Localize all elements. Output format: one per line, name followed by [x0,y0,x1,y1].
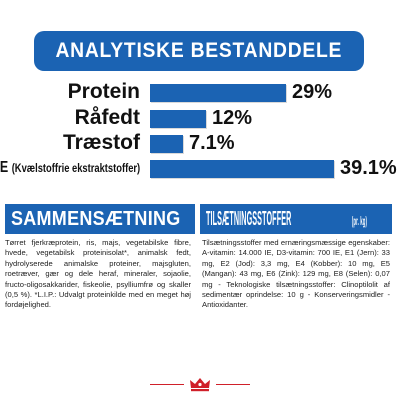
analysis-value: 29% [292,81,333,103]
composition-heading: SAMMENSÆTNING [11,207,181,230]
additives-heading-bar: TILSÆTNINGSSTOFFER (pr. kg) [200,204,392,234]
composition-text: Tørret fjerkræprotein, ris, majs, vegeta… [5,238,191,310]
analysis-row-protein: Protein 29% [0,80,400,104]
analysis-title-banner: ANALYTISKE BESTANDDELE [34,31,364,71]
analysis-row-nfe: NFE (Kvælstoffrie ekstraktstoffer) 39.1% [0,157,400,179]
analysis-row-fat: Råfedt 12% [0,106,400,130]
logo-swoosh-left [150,384,184,385]
royal-canin-crown-icon [190,378,210,392]
analysis-label: Råfedt [74,106,140,129]
logo-swoosh-right [216,384,250,385]
analysis-label-note: (Kvælstoffrie ekstraktstoffer) [11,161,140,175]
analysis-row-fibre: Træstof 7.1% [0,131,400,155]
analysis-value: 39.1% [340,157,397,179]
analysis-bar [150,110,206,128]
analysis-bar [150,84,286,102]
additives-heading: TILSÆTNINGSSTOFFER (pr. kg) [206,207,368,230]
composition-heading-bar: SAMMENSÆTNING [5,204,195,234]
analysis-label: NFE (Kvælstoffrie ekstraktstoffer) [0,159,140,176]
analysis-bar [150,135,183,153]
additives-heading-note: (pr. kg) [351,213,368,228]
analysis-bar [150,160,334,178]
additives-text: Tilsætningsstoffer med ernæringsmæssige … [202,238,390,310]
analysis-label: Træstof [62,131,140,154]
analysis-label: Protein [67,80,140,103]
analysis-title: ANALYTISKE BESTANDDELE [55,39,343,62]
analysis-value: 12% [212,107,253,129]
analysis-value: 7.1% [189,132,235,154]
